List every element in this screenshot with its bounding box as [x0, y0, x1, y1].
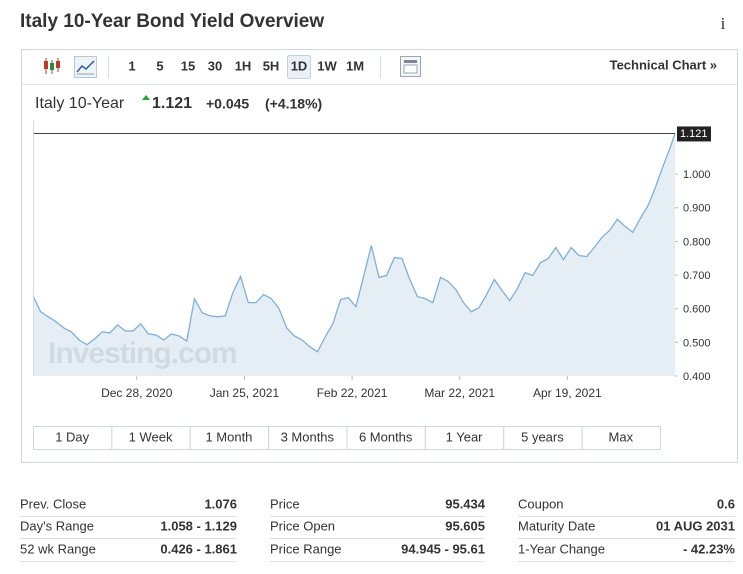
- y-tick-label: 0.600: [683, 304, 711, 316]
- interval-button[interactable]: 1D: [291, 58, 308, 73]
- last-price: 1.121: [152, 95, 192, 112]
- stat-label: 52 wk Range: [20, 541, 96, 556]
- stat-label: Coupon: [518, 496, 564, 511]
- stat-label: Maturity Date: [518, 518, 595, 533]
- up-arrow: [142, 95, 150, 100]
- y-tick-label: 0.800: [683, 236, 711, 248]
- stat-label: 1-Year Change: [518, 541, 605, 556]
- stat-value: 94.945 - 95.61: [401, 541, 485, 556]
- y-tick-label: 0.500: [683, 337, 711, 349]
- interval-button[interactable]: 1H: [235, 58, 252, 73]
- stat-label: Price Range: [270, 541, 342, 556]
- range-button[interactable]: 1 Month: [205, 429, 252, 444]
- stat-value: 1.076: [204, 496, 237, 511]
- range-button[interactable]: 1 Year: [446, 429, 484, 444]
- stat-value: 01 AUG 2031: [656, 518, 735, 533]
- stat-label: Price: [270, 496, 300, 511]
- line-chart-icon[interactable]: [74, 56, 97, 78]
- calendar-icon[interactable]: [400, 56, 421, 77]
- interval-selected-bg: [287, 55, 311, 79]
- instrument-name: Italy 10-Year: [35, 95, 125, 112]
- interval-button[interactable]: 5: [156, 58, 163, 73]
- stat-label: Price Open: [270, 518, 335, 533]
- y-tick-label: 0.700: [683, 270, 711, 282]
- y-tick-label: 1.000: [683, 169, 711, 181]
- area-fill: [33, 133, 675, 376]
- range-button[interactable]: 1 Week: [129, 429, 173, 444]
- x-tick-label: Dec 28, 2020: [101, 386, 173, 400]
- interval-button[interactable]: 30: [208, 58, 222, 73]
- range-button[interactable]: Max: [609, 429, 634, 444]
- x-tick-label: Jan 25, 2021: [210, 386, 280, 400]
- stat-label: Prev. Close: [20, 496, 86, 511]
- page-title: Italy 10-Year Bond Yield Overview: [20, 11, 324, 32]
- last-price-flag: [677, 126, 711, 142]
- interval-button[interactable]: 1: [128, 58, 135, 73]
- line: [32, 133, 676, 353]
- y-tick-label: 0.400: [683, 371, 711, 383]
- widget-frame: [21, 49, 738, 463]
- interval-button[interactable]: 1W: [317, 58, 337, 73]
- range-button[interactable]: 6 Months: [359, 429, 413, 444]
- stat-label: Day's Range: [20, 518, 94, 533]
- stat-value: 1.058 - 1.129: [160, 518, 237, 533]
- x-tick-label: Apr 19, 2021: [533, 386, 602, 400]
- stat-value: 0.426 - 1.861: [160, 541, 237, 556]
- candlestick-icon[interactable]: [44, 58, 60, 74]
- last-price-flag-label: 1.121: [680, 128, 708, 140]
- price-change-percent: (+4.18%): [265, 96, 322, 112]
- interval-button[interactable]: 5H: [263, 58, 280, 73]
- range-button[interactable]: 1 Day: [55, 429, 89, 444]
- stat-value: 95.605: [445, 518, 485, 533]
- stat-value: - 42.23%: [683, 541, 735, 556]
- x-tick-label: Feb 22, 2021: [317, 386, 388, 400]
- stat-value: 0.6: [717, 496, 735, 511]
- interval-button[interactable]: 15: [181, 58, 195, 73]
- interval-button[interactable]: 1M: [346, 58, 364, 73]
- technical-chart-link[interactable]: Technical Chart »: [610, 57, 717, 72]
- range-button[interactable]: 5 years: [521, 429, 564, 444]
- stat-value: 95.434: [445, 496, 486, 511]
- range-button[interactable]: 3 Months: [281, 429, 335, 444]
- range-button-bg[interactable]: [581, 426, 661, 450]
- info-button[interactable]: i: [721, 14, 726, 33]
- x-tick-label: Mar 22, 2021: [424, 386, 495, 400]
- info-button-bg[interactable]: [711, 12, 735, 36]
- y-tick-label: 0.900: [683, 203, 711, 215]
- price-change: +0.045: [206, 96, 249, 112]
